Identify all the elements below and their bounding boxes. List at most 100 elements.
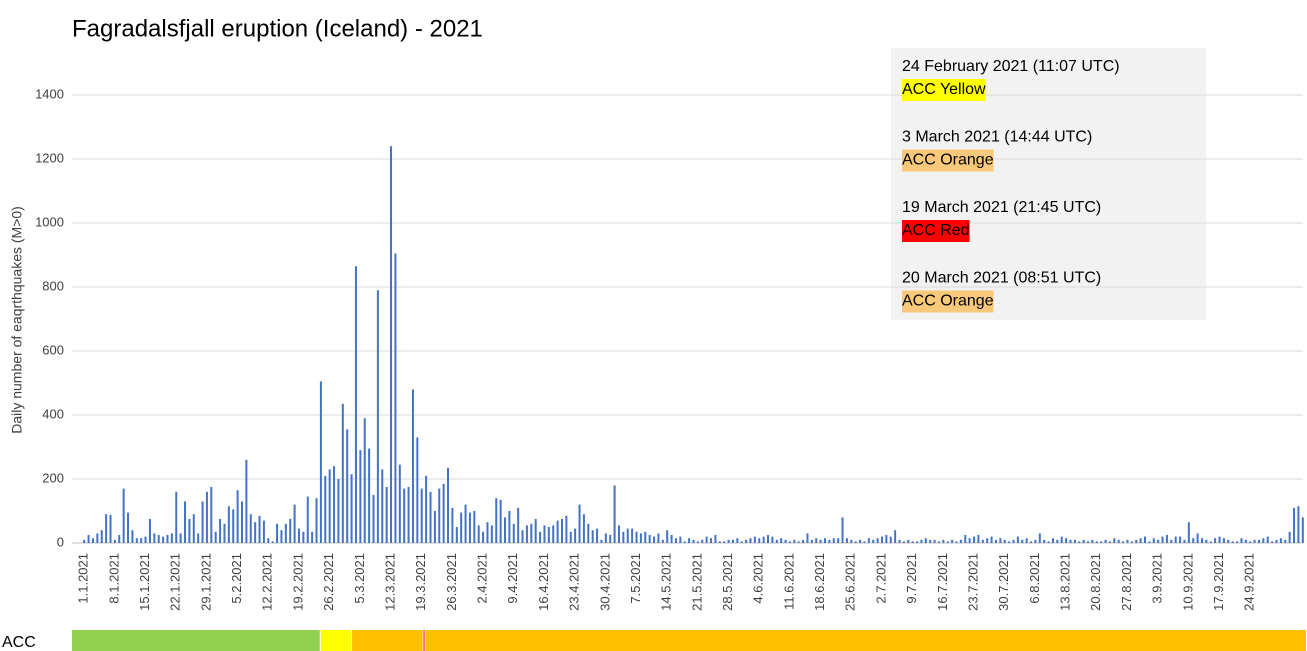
annotation-date: 19 March 2021 (21:45 UTC) bbox=[902, 199, 1101, 216]
bar bbox=[210, 487, 213, 543]
bar bbox=[236, 490, 239, 543]
bar bbox=[140, 538, 143, 543]
x-tick-label: 11.6.2021 bbox=[781, 553, 796, 610]
bar bbox=[727, 539, 730, 543]
x-tick-label: 3.9.2021 bbox=[1150, 553, 1165, 604]
bar bbox=[600, 539, 603, 543]
y-tick-label: 1200 bbox=[35, 150, 64, 165]
bar bbox=[1240, 538, 1243, 543]
annotation-highlight bbox=[902, 290, 994, 313]
bar bbox=[289, 519, 292, 543]
bar bbox=[767, 535, 770, 543]
bar bbox=[1104, 539, 1107, 543]
acc-segment bbox=[425, 630, 1306, 651]
bar bbox=[433, 511, 436, 543]
bar bbox=[832, 538, 835, 543]
x-tick-label: 23.4.2021 bbox=[567, 553, 582, 611]
x-tick-label: 18.6.2021 bbox=[812, 553, 827, 611]
x-tick-label: 24.9.2021 bbox=[1242, 553, 1257, 611]
bar bbox=[1262, 538, 1265, 543]
x-tick-label: 27.8.2021 bbox=[1119, 553, 1134, 611]
y-tick-label: 800 bbox=[42, 278, 64, 293]
bar bbox=[1117, 539, 1120, 543]
bar bbox=[1126, 539, 1129, 543]
bar bbox=[1082, 539, 1085, 543]
bar bbox=[802, 539, 805, 543]
bar bbox=[1047, 541, 1050, 543]
x-tick-label: 26.2.2021 bbox=[321, 553, 336, 611]
bar bbox=[96, 533, 99, 543]
bar bbox=[569, 531, 572, 543]
bar bbox=[1288, 531, 1291, 543]
bar bbox=[916, 541, 919, 543]
bar bbox=[346, 429, 349, 543]
bar bbox=[920, 539, 923, 543]
bar bbox=[394, 253, 397, 543]
bar bbox=[223, 523, 226, 543]
x-tick-label: 9.4.2021 bbox=[505, 553, 520, 604]
bar bbox=[175, 491, 178, 543]
bar bbox=[547, 527, 550, 543]
bar bbox=[679, 536, 682, 543]
bar bbox=[819, 539, 822, 543]
bar bbox=[1279, 538, 1282, 543]
bar bbox=[736, 538, 739, 543]
bar bbox=[552, 525, 555, 543]
bar bbox=[986, 538, 989, 543]
bar bbox=[762, 536, 765, 543]
bar bbox=[745, 539, 748, 543]
x-tick-label: 2.4.2021 bbox=[475, 553, 490, 604]
bar bbox=[105, 514, 108, 543]
bar bbox=[911, 541, 914, 543]
annotation-date: 3 March 2021 (14:44 UTC) bbox=[902, 129, 1092, 146]
bar bbox=[815, 538, 818, 543]
bar bbox=[964, 535, 967, 543]
bar bbox=[924, 538, 927, 543]
bar bbox=[973, 536, 976, 543]
bar bbox=[122, 488, 125, 543]
bar bbox=[442, 483, 445, 543]
bar bbox=[626, 528, 629, 543]
bar bbox=[113, 539, 116, 543]
bar bbox=[749, 538, 752, 543]
bar bbox=[486, 522, 489, 543]
bar bbox=[1301, 517, 1304, 543]
bar bbox=[157, 535, 160, 543]
x-tick-label: 7.5.2021 bbox=[628, 553, 643, 604]
bar bbox=[1043, 539, 1046, 543]
bar bbox=[144, 536, 147, 543]
bar bbox=[560, 519, 563, 543]
bar bbox=[1253, 539, 1256, 543]
bar bbox=[955, 541, 958, 543]
bar bbox=[1108, 541, 1111, 543]
annotation-highlight bbox=[902, 220, 970, 242]
bar bbox=[788, 541, 791, 543]
bar bbox=[302, 531, 305, 543]
bar bbox=[118, 535, 121, 543]
bar bbox=[1135, 539, 1138, 543]
bar bbox=[1293, 507, 1296, 543]
bar bbox=[977, 535, 980, 543]
bar bbox=[245, 459, 248, 543]
bar bbox=[416, 437, 419, 543]
bar bbox=[885, 535, 888, 543]
bar bbox=[1078, 541, 1081, 543]
bar bbox=[341, 403, 344, 543]
bar bbox=[753, 536, 756, 543]
bar bbox=[1161, 536, 1164, 543]
bar bbox=[1165, 535, 1168, 543]
bar bbox=[1297, 506, 1300, 543]
bar bbox=[385, 487, 388, 543]
bar bbox=[1266, 536, 1269, 543]
bar bbox=[166, 535, 169, 543]
bar bbox=[539, 531, 542, 543]
bar bbox=[249, 514, 252, 543]
bar bbox=[1008, 541, 1011, 543]
bar bbox=[806, 533, 809, 543]
bar bbox=[723, 541, 726, 543]
bar bbox=[1244, 539, 1247, 543]
bar bbox=[1139, 538, 1142, 543]
bar bbox=[201, 501, 204, 543]
bar bbox=[1187, 522, 1190, 543]
annotation-level: ACC Orange bbox=[902, 293, 994, 310]
